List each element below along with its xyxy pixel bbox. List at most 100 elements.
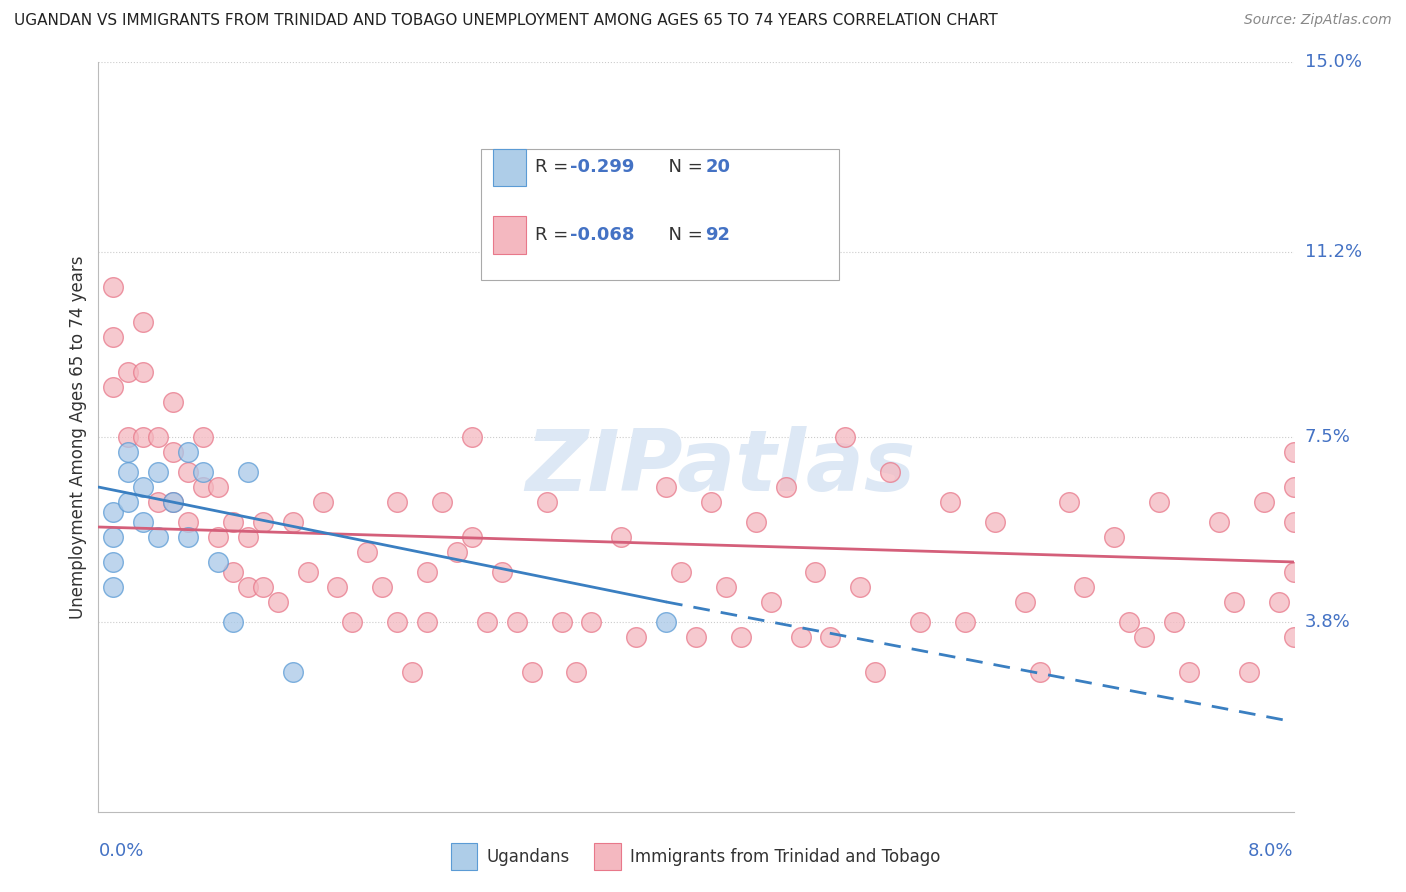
Point (506, 615, 529, 629)
Point (311, 495, 333, 509)
FancyBboxPatch shape (494, 149, 526, 186)
Point (1073, 580, 1095, 594)
Point (281, 665, 304, 679)
Point (984, 515, 1007, 529)
Point (117, 445, 139, 459)
Point (162, 395, 184, 409)
Point (1059, 495, 1081, 509)
Point (745, 515, 768, 529)
Point (148, 430, 170, 444)
Point (550, 615, 572, 629)
Point (581, 615, 603, 629)
FancyBboxPatch shape (451, 843, 477, 871)
FancyBboxPatch shape (481, 149, 839, 280)
Point (117, 365, 139, 379)
Text: 0.0%: 0.0% (98, 842, 143, 860)
Point (953, 615, 976, 629)
Text: R =: R = (534, 226, 574, 244)
FancyBboxPatch shape (494, 216, 526, 253)
Point (222, 615, 245, 629)
Point (626, 630, 648, 644)
Point (103, 580, 125, 594)
Point (1282, 480, 1305, 494)
Point (103, 530, 125, 544)
Point (759, 595, 782, 609)
FancyBboxPatch shape (595, 843, 620, 871)
Point (430, 495, 453, 509)
Point (326, 580, 349, 594)
Point (775, 480, 797, 494)
Point (132, 365, 155, 379)
Point (820, 630, 842, 644)
Text: 20: 20 (706, 159, 731, 177)
Point (1163, 615, 1185, 629)
Point (162, 445, 184, 459)
Point (103, 555, 125, 569)
Point (1282, 515, 1305, 529)
Point (685, 630, 707, 644)
Point (148, 495, 170, 509)
Point (162, 495, 184, 509)
Point (834, 430, 856, 444)
Point (207, 480, 229, 494)
Point (207, 555, 229, 569)
Y-axis label: Unemployment Among Ages 65 to 74 years: Unemployment Among Ages 65 to 74 years (69, 255, 87, 619)
Text: N =: N = (657, 159, 709, 177)
Text: Ugandans: Ugandans (486, 847, 569, 865)
Point (177, 465, 200, 479)
Point (939, 495, 962, 509)
Text: -0.299: -0.299 (571, 159, 636, 177)
Text: 92: 92 (706, 226, 731, 244)
Point (252, 515, 274, 529)
Point (655, 480, 678, 494)
Point (148, 530, 170, 544)
Text: ZIPatlas: ZIPatlas (524, 425, 915, 508)
Text: 3.8%: 3.8% (1305, 613, 1350, 631)
Point (177, 445, 200, 459)
Point (1237, 665, 1260, 679)
Text: N =: N = (657, 226, 709, 244)
Point (191, 465, 214, 479)
Text: 8.0%: 8.0% (1249, 842, 1294, 860)
Point (700, 495, 723, 509)
Point (132, 480, 155, 494)
Point (655, 615, 678, 629)
Point (865, 665, 887, 679)
Point (371, 580, 394, 594)
Point (1282, 445, 1305, 459)
Point (148, 465, 170, 479)
Point (804, 565, 827, 579)
Point (1282, 630, 1305, 644)
Point (103, 380, 125, 394)
Point (714, 580, 737, 594)
Point (1147, 495, 1170, 509)
Point (267, 595, 290, 609)
Point (132, 515, 155, 529)
Point (461, 530, 484, 544)
Point (117, 465, 139, 479)
Point (730, 630, 752, 644)
Point (1223, 595, 1246, 609)
Point (252, 580, 274, 594)
Point (162, 495, 184, 509)
Point (132, 315, 155, 329)
Point (236, 580, 259, 594)
Point (177, 515, 200, 529)
Point (236, 465, 259, 479)
Point (297, 565, 319, 579)
Point (610, 530, 633, 544)
Point (1104, 530, 1126, 544)
Point (401, 665, 423, 679)
Point (222, 565, 245, 579)
Text: 15.0%: 15.0% (1305, 54, 1361, 71)
Point (342, 615, 364, 629)
Point (1028, 665, 1050, 679)
Point (356, 545, 378, 559)
Point (908, 615, 931, 629)
Point (879, 465, 901, 479)
Point (236, 530, 259, 544)
Point (222, 515, 245, 529)
Text: Source: ZipAtlas.com: Source: ZipAtlas.com (1244, 13, 1392, 28)
Point (103, 505, 125, 519)
Point (385, 615, 409, 629)
